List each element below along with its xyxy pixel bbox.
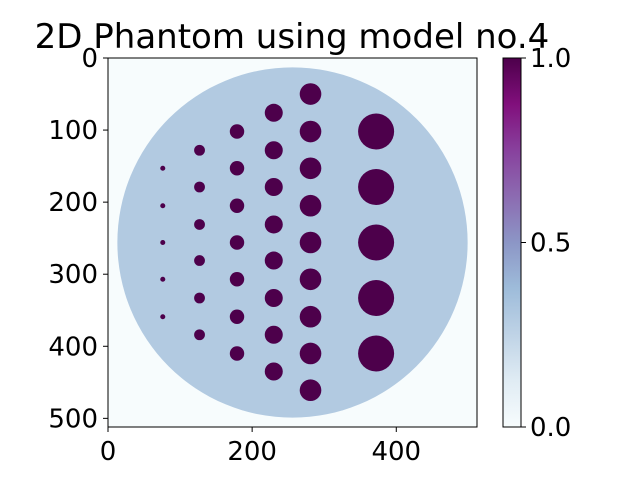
x-tick-label: 0	[100, 437, 117, 467]
x-tick-label: 400	[371, 437, 421, 467]
insert-disk	[264, 215, 283, 234]
colorbar-tick-label: 1.0	[530, 44, 571, 74]
y-tick-label: 100	[48, 116, 98, 146]
insert-disk	[160, 165, 166, 171]
insert-disk	[194, 144, 205, 156]
insert-disk	[299, 194, 322, 217]
x-axis: 0 200 400	[100, 427, 421, 467]
insert-disk	[299, 305, 322, 328]
insert-disk	[229, 124, 245, 139]
insert-disk	[264, 288, 283, 308]
insert-disk	[264, 177, 283, 197]
colorbar-tick-label: 0.0	[530, 413, 571, 443]
insert-disk	[160, 239, 166, 246]
insert-disk	[229, 161, 245, 176]
insert-disk	[194, 292, 205, 304]
image-plot-area	[107, 57, 478, 428]
insert-disk	[299, 120, 322, 143]
phantom-disk	[117, 67, 468, 418]
insert-disk	[264, 325, 283, 344]
insert-disk	[299, 157, 322, 180]
insert-disk	[299, 83, 322, 105]
insert-disk	[229, 235, 245, 250]
insert-disk	[160, 276, 166, 282]
colorbar-ticks: 0.0 0.5 1.0	[521, 44, 571, 443]
insert-disk	[160, 314, 166, 320]
insert-disk	[358, 168, 395, 206]
insert-disk	[194, 219, 205, 230]
y-tick-label: 200	[48, 188, 98, 218]
insert-disk	[264, 251, 283, 270]
x-tick-label: 200	[227, 437, 277, 467]
insert-disk	[160, 203, 166, 209]
colorbar: 0.0 0.5 1.0	[502, 44, 571, 443]
insert-disk	[229, 272, 245, 287]
insert-disk	[358, 335, 395, 372]
insert-disk	[229, 346, 245, 361]
insert-disk	[194, 255, 205, 266]
y-axis: 0 100 200 300 400 500	[48, 44, 108, 434]
insert-disk	[299, 268, 322, 291]
y-tick-label: 300	[48, 260, 98, 290]
insert-disk	[194, 329, 205, 341]
insert-disk	[229, 198, 245, 213]
insert-disk	[358, 113, 395, 150]
y-tick-label: 500	[48, 404, 98, 434]
colorbar-gradient	[502, 57, 522, 428]
insert-disk	[264, 362, 283, 381]
insert-disk	[358, 279, 395, 317]
chart-title: 2D Phantom using model no.4	[35, 17, 550, 57]
y-tick-label: 400	[48, 332, 98, 362]
insert-disk	[264, 103, 283, 122]
insert-disk	[229, 309, 245, 324]
insert-disk	[264, 141, 283, 160]
insert-disk	[299, 379, 322, 402]
y-tick-label: 0	[81, 44, 98, 74]
insert-layer	[160, 83, 395, 402]
phantom-layer	[117, 67, 468, 418]
colorbar-tick-label: 0.5	[530, 229, 571, 259]
insert-disk	[299, 231, 322, 254]
insert-disk	[194, 181, 205, 193]
insert-disk	[358, 224, 395, 261]
insert-disk	[299, 342, 322, 365]
